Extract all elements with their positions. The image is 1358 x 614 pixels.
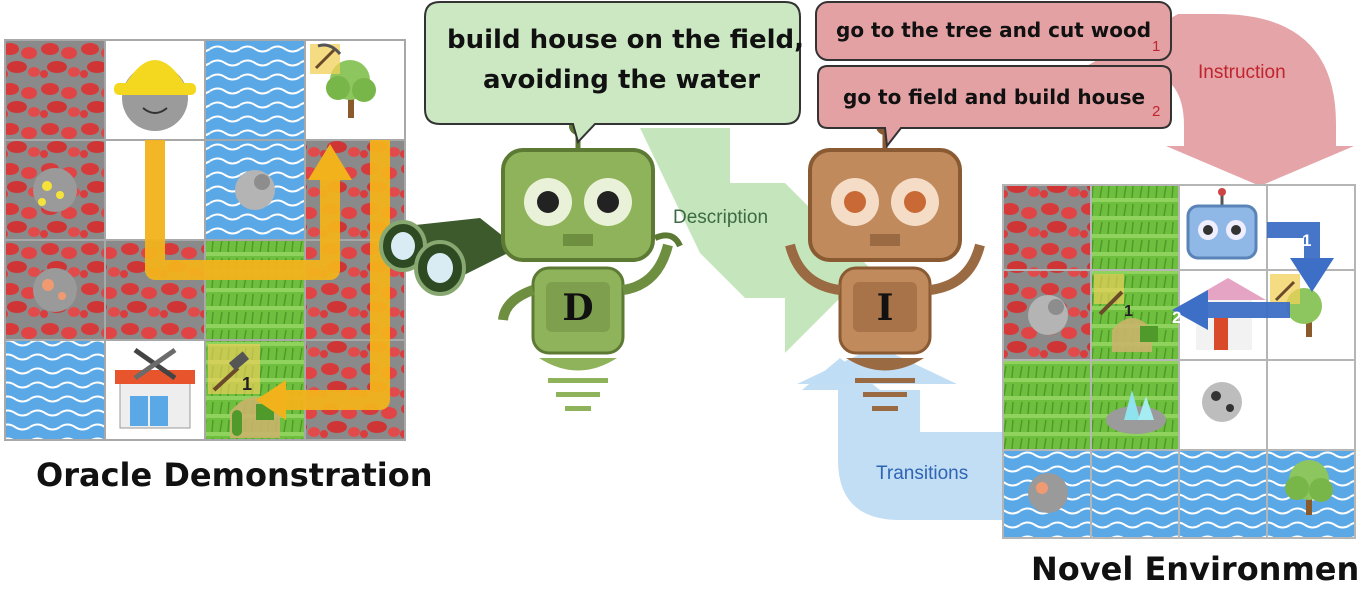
transitions-flow-arrow: [802, 358, 1005, 520]
novel-environment-caption: Novel Environment: [1031, 550, 1358, 588]
describer-letter: D: [562, 287, 593, 329]
description-flow-arrow: [640, 128, 870, 353]
oracle-path-arrow: [145, 140, 340, 280]
novel-arrow-1-label: 1: [1302, 231, 1311, 250]
description-line-1: build house on the field,: [447, 25, 805, 55]
novel-arrow-2-label: 2: [1172, 308, 1181, 327]
rock-gold-icon: [33, 168, 77, 212]
instruction-flow-label: Instruction: [1198, 62, 1286, 83]
instructor-letter: I: [877, 287, 894, 329]
novel-rock-copper-icon: [1028, 473, 1068, 513]
novel-hammer-icon: [1098, 290, 1124, 316]
oracle-demonstration-caption: Oracle Demonstration: [36, 456, 433, 494]
transitions-flow-label: Transitions: [876, 463, 969, 484]
novel-tree-icon: [1285, 460, 1333, 515]
instruction-2-index: 2: [1152, 103, 1161, 120]
oracle-house-step: 1: [242, 374, 252, 394]
novel-grid: 1 1 2: [1002, 184, 1356, 539]
novel-arrow-1: [1267, 222, 1320, 262]
novel-house-site-icon: [1112, 318, 1158, 352]
instruction-1-index: 1: [1152, 38, 1161, 55]
instruction-bubble-1: [815, 1, 1172, 61]
describer-robot: [498, 117, 683, 411]
crystal-icon: [1106, 390, 1166, 434]
instruction-2-text: go to field and build house: [843, 85, 1146, 109]
novel-rock-iron-icon: [1028, 295, 1068, 335]
hammer-icon: [212, 351, 250, 392]
novel-house-step: 1: [1124, 303, 1133, 320]
pickaxe-icon: [314, 43, 342, 70]
rock-copper-icon: [33, 268, 77, 312]
rock-iron-icon: [235, 170, 275, 210]
binoculars-icon: [379, 218, 518, 296]
novel-agent-robot-icon: [1186, 188, 1258, 260]
novel-rock-coal-icon: [1202, 382, 1242, 422]
oracle-grid: 1: [4, 39, 406, 441]
description-line-2: avoiding the water: [483, 65, 761, 95]
novel-pickaxe-icon: [1274, 280, 1296, 302]
description-speech-bubble: [424, 1, 801, 144]
worker-agent-icon: [114, 60, 196, 131]
instruction-1-text: go to the tree and cut wood: [836, 18, 1152, 42]
description-flow-label: Description: [673, 207, 769, 228]
instruction-bubble-2: [817, 65, 1172, 149]
shop-icon: [115, 347, 195, 429]
